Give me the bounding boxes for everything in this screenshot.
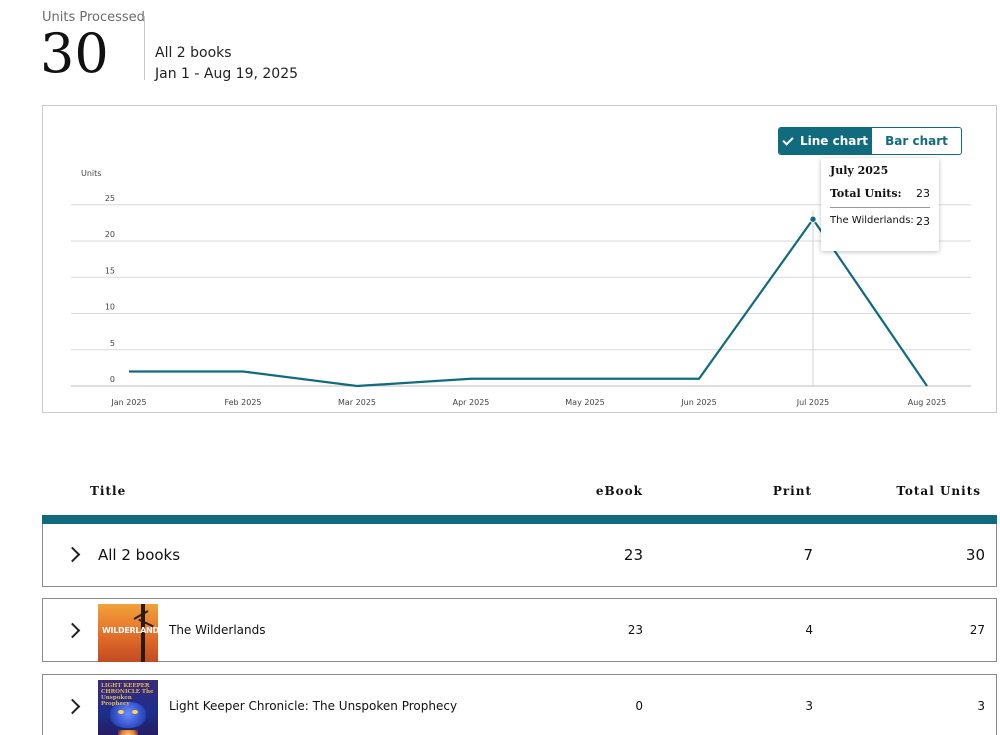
column-header-title: Title [90,484,127,498]
row-total-units: 27 [969,623,985,637]
tooltip-title: July 2025 [830,164,889,177]
x-tick-label: Feb 2025 [224,398,261,407]
tooltip-total-label: Total Units: [830,187,902,200]
row-print-units: 7 [803,546,813,564]
bar-chart-button[interactable]: Bar chart [872,128,961,154]
y-tick-label: 15 [105,266,115,275]
row-ebook-units: 23 [627,623,643,637]
chevron-right-icon[interactable] [64,622,81,639]
y-tick-label: 25 [105,194,115,203]
row-title: Light Keeper Chronicle: The Unspoken Pro… [169,699,458,713]
tooltip-book-label: The Wilderlands: [830,215,914,226]
row-total-units: 30 [965,546,985,564]
units-processed-label: Units Processed [42,10,145,25]
y-tick-label: 10 [105,303,115,312]
book-cover-image: LIGHT KEEPER CHRONICLE The Unspoken Prop… [98,680,158,735]
x-tick-label: Jul 2025 [796,398,830,407]
column-header-ebook: eBook [595,484,643,498]
units-line-chart: Units 0 5 10 15 20 25 Jan 2025 Feb 2025 Mar 2025 A… [71,169,971,407]
y-tick-label: 5 [110,339,115,348]
x-tick-label: Jun 2025 [680,398,716,407]
tooltip-total-value: 23 [916,187,930,200]
column-header-total-units: Total Units [896,484,981,498]
chevron-right-icon[interactable] [64,698,81,715]
chart-tooltip: July 2025 Total Units: 23 The Wilderland… [821,158,939,251]
x-tick-label: Aug 2025 [908,398,947,407]
summary-books: All 2 books [155,45,232,61]
table-row-all-books[interactable]: All 2 books 23 7 30 [42,524,997,587]
y-tick-label: 0 [110,375,115,384]
x-tick-label: May 2025 [565,398,604,407]
cover-title-text: WILDERLANDS [102,626,158,635]
line-chart-button[interactable]: Line chart [779,128,872,154]
table-header-bar [42,515,997,524]
row-title: The Wilderlands [169,623,266,637]
table-row[interactable]: LIGHT KEEPER CHRONICLE The Unspoken Prop… [42,674,997,735]
x-tick-label: Apr 2025 [453,398,490,407]
checkmark-icon [782,133,794,146]
row-ebook-units: 0 [635,699,643,713]
table-row[interactable]: WILDERLANDS The Wilderlands 23 4 27 [42,598,997,662]
tooltip-divider [830,207,930,208]
x-tick-label: Jan 2025 [110,398,146,407]
y-axis-label: Units [81,169,101,178]
row-title: All 2 books [98,546,181,564]
y-tick-label: 20 [105,230,115,239]
summary-date-range: Jan 1 - Aug 19, 2025 [155,66,299,82]
series-line [129,217,928,388]
units-processed-value: 30 [40,22,109,85]
line-chart-label: Line chart [799,134,869,148]
book-cover-image: WILDERLANDS [98,604,158,662]
tooltip-book-value: 23 [916,215,930,228]
column-header-print: Print [772,484,812,498]
row-print-units: 3 [805,699,813,713]
tooltip-total-row: Total Units: 23 [830,187,930,200]
row-print-units: 4 [805,623,813,637]
data-point [809,215,817,223]
x-tick-label: Mar 2025 [338,398,376,407]
chart-type-toggle: Line chart Bar chart [778,127,962,155]
row-ebook-units: 23 [623,546,643,564]
bar-chart-label: Bar chart [885,134,948,148]
row-total-units: 3 [977,699,985,713]
tooltip-book-row: The Wilderlands: 23 [830,215,930,228]
units-chart-panel: Units 0 5 10 15 20 25 Jan 2025 Feb 2025 Mar 2025 A… [42,105,997,413]
summary-divider [144,16,145,80]
cover-title-text: LIGHT KEEPER CHRONICLE The Unspoken Prop… [101,683,154,707]
chevron-right-icon[interactable] [64,546,81,563]
